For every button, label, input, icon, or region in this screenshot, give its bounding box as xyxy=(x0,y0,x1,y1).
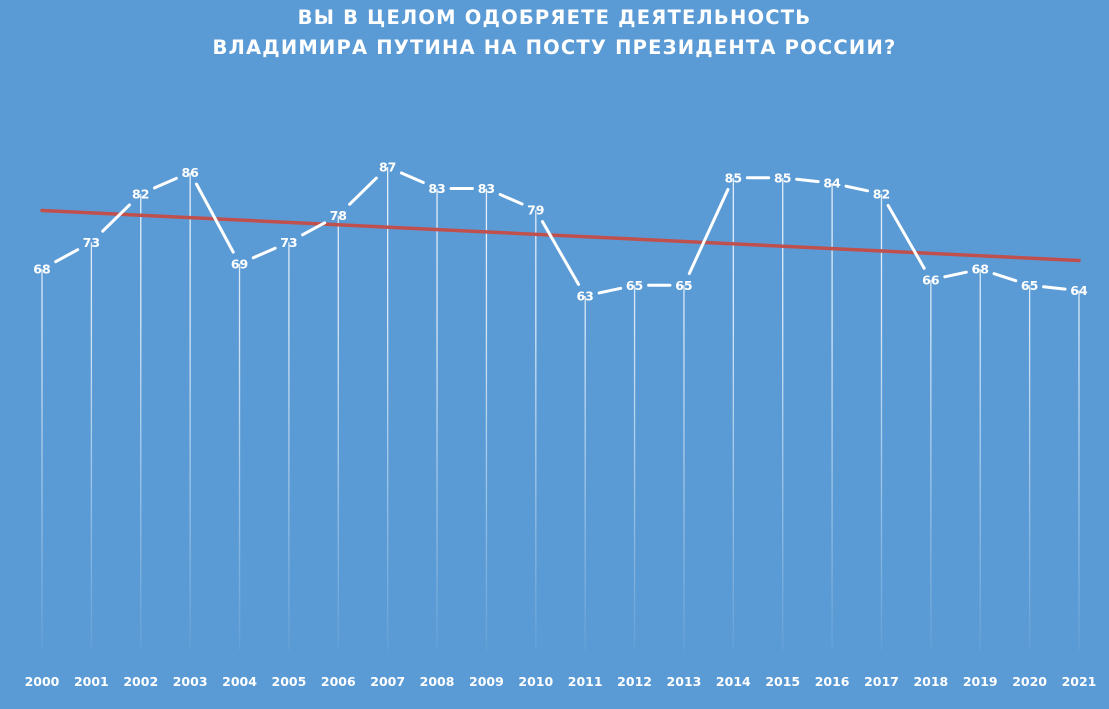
data-label: 85 xyxy=(774,170,791,185)
chart-title-line-1: ВЫ В ЦЕЛОМ ОДОБРЯЕТЕ ДЕЯТЕЛЬНОСТЬ xyxy=(297,6,812,29)
x-tick-label: 2011 xyxy=(568,674,603,689)
x-tick-label: 2013 xyxy=(667,674,702,689)
data-label: 65 xyxy=(626,278,643,293)
series-line-segment xyxy=(153,176,178,190)
series-line-segment xyxy=(943,270,968,279)
data-label: 86 xyxy=(181,165,199,180)
data-label: 87 xyxy=(379,160,396,175)
series-line-segment xyxy=(687,187,730,276)
x-tick-label: 2004 xyxy=(222,674,257,689)
series-layer xyxy=(54,171,1067,295)
x-tick-label: 2018 xyxy=(913,674,948,689)
x-tick-label: 2010 xyxy=(518,674,553,689)
series-line-segment xyxy=(194,182,235,254)
chart-title: ВЫ В ЦЕЛОМ ОДОБРЯЕТЕ ДЕЯТЕЛЬНОСТЬ ВЛАДИМ… xyxy=(0,0,1109,63)
data-label: 66 xyxy=(922,272,940,287)
series-line-segment xyxy=(886,203,926,270)
series-line-segment xyxy=(54,248,80,264)
series-line-segment xyxy=(795,177,820,184)
data-label: 68 xyxy=(33,262,50,277)
x-tick-label: 2020 xyxy=(1012,674,1047,689)
x-tick-label: 2007 xyxy=(370,674,405,689)
data-label: 85 xyxy=(725,170,742,185)
x-tick-label: 2000 xyxy=(25,674,60,689)
data-label: 64 xyxy=(1070,283,1088,298)
series-line-segment xyxy=(251,246,277,260)
x-tick-label: 2006 xyxy=(321,674,356,689)
x-tick-label: 2005 xyxy=(272,674,307,689)
data-label: 83 xyxy=(478,181,495,196)
series-line-segment xyxy=(1042,285,1067,291)
x-tick-label: 2016 xyxy=(815,674,850,689)
data-label: 73 xyxy=(83,235,100,250)
chart-title-line-2: ВЛАДИМИРА ПУТИНА НА ПОСТУ ПРЕЗИДЕНТА РОС… xyxy=(212,36,897,59)
series-line-segment xyxy=(844,184,870,193)
x-tick-label: 2014 xyxy=(716,674,751,689)
data-label: 65 xyxy=(675,278,692,293)
series-line-segment xyxy=(540,220,581,286)
series-line-segment xyxy=(399,171,425,185)
x-tick-label: 2001 xyxy=(74,674,109,689)
data-label: 68 xyxy=(972,262,989,277)
series-line-segment xyxy=(301,221,327,237)
x-tick-label: 2019 xyxy=(963,674,998,689)
x-tick-label: 2008 xyxy=(420,674,455,689)
data-label: 84 xyxy=(823,176,841,191)
data-label: 82 xyxy=(873,186,890,201)
x-tick-label: 2017 xyxy=(864,674,899,689)
data-label: 79 xyxy=(527,203,544,218)
data-label: 65 xyxy=(1021,278,1038,293)
drop-lines xyxy=(41,167,1080,650)
x-tick-label: 2009 xyxy=(469,674,504,689)
x-tick-label: 2012 xyxy=(617,674,652,689)
data-label: 69 xyxy=(231,256,248,271)
x-tick-label: 2021 xyxy=(1062,674,1097,689)
series-line-segment xyxy=(992,272,1018,283)
series-line-segment xyxy=(498,192,524,206)
x-axis-tick-labels: 2000 2001 2002 2003 2004 2005 2006 2007 2008 2009… xyxy=(25,674,1097,689)
data-label: 83 xyxy=(428,181,445,196)
x-tick-label: 2015 xyxy=(765,674,800,689)
x-tick-label: 2003 xyxy=(173,674,208,689)
series-line-segment xyxy=(348,176,378,206)
data-label: 73 xyxy=(280,235,297,250)
data-label: 82 xyxy=(132,186,149,201)
data-label: 63 xyxy=(576,289,593,304)
x-tick-label: 2002 xyxy=(123,674,158,689)
data-label: 78 xyxy=(330,208,347,223)
series-line-segment xyxy=(101,203,131,233)
series-line-segment xyxy=(597,286,623,295)
data-labels: 68 73 82 86 69 73 78 87 83 83 79 63 65 65 85 85 84 82 66 68… xyxy=(33,160,1088,304)
